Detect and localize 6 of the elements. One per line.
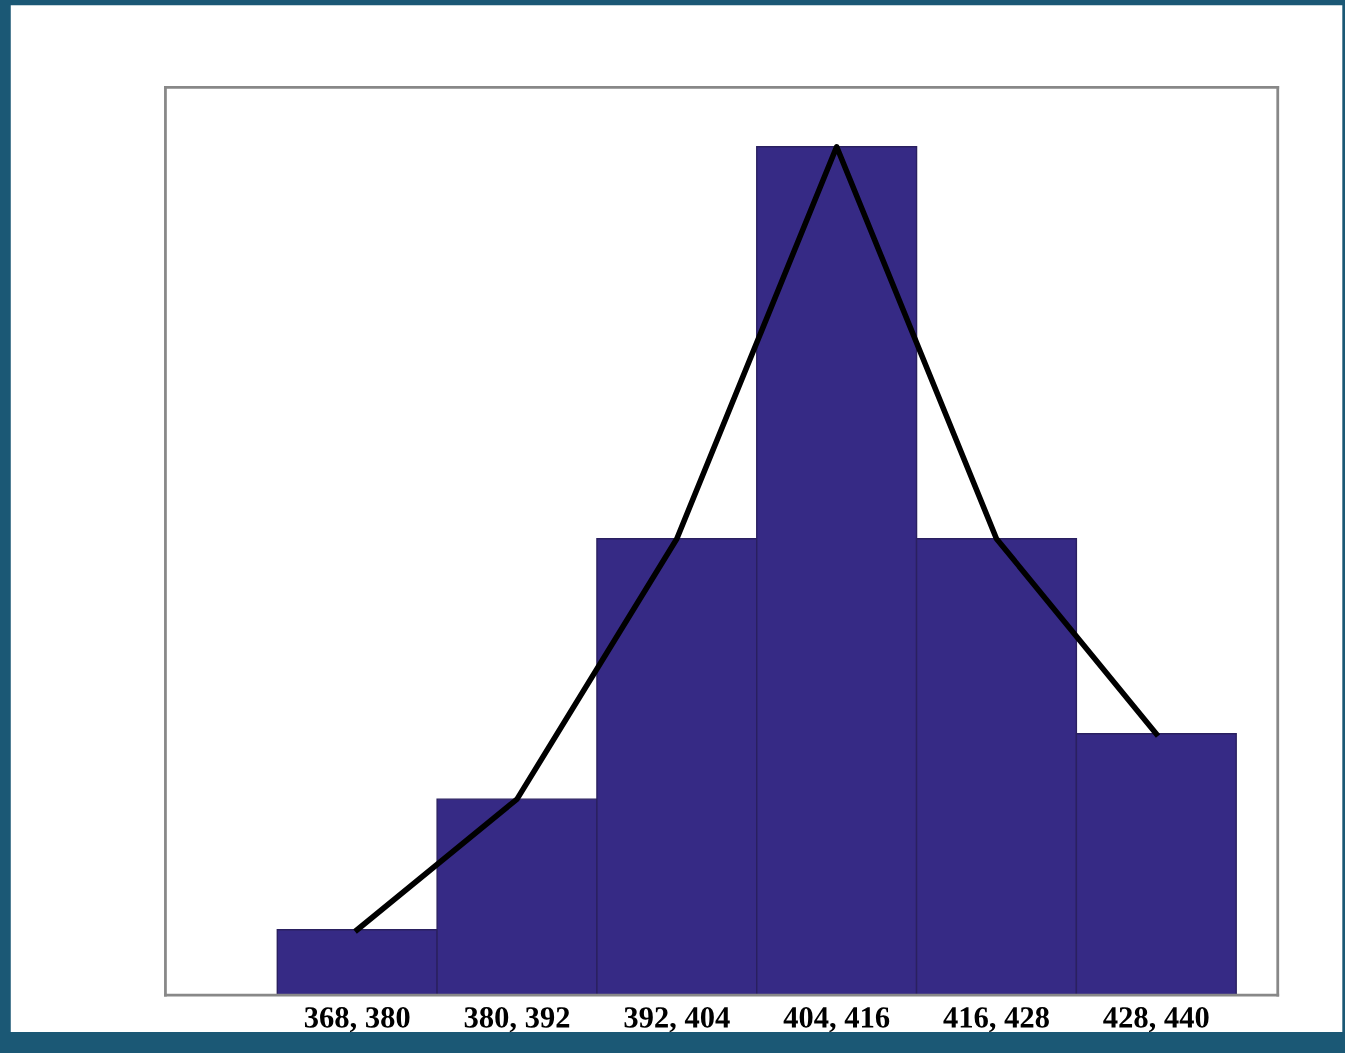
x-tick-label: 416, 428 [943,1007,1049,1033]
x-tick-label: 380, 392 [464,1007,570,1033]
x-tick-label: 368, 380 [304,1007,410,1033]
x-tick-label: 392, 404 [624,1007,730,1033]
x-tick-label: 428, 440 [1103,1007,1209,1033]
x-tick-label: 404, 416 [783,1007,890,1033]
